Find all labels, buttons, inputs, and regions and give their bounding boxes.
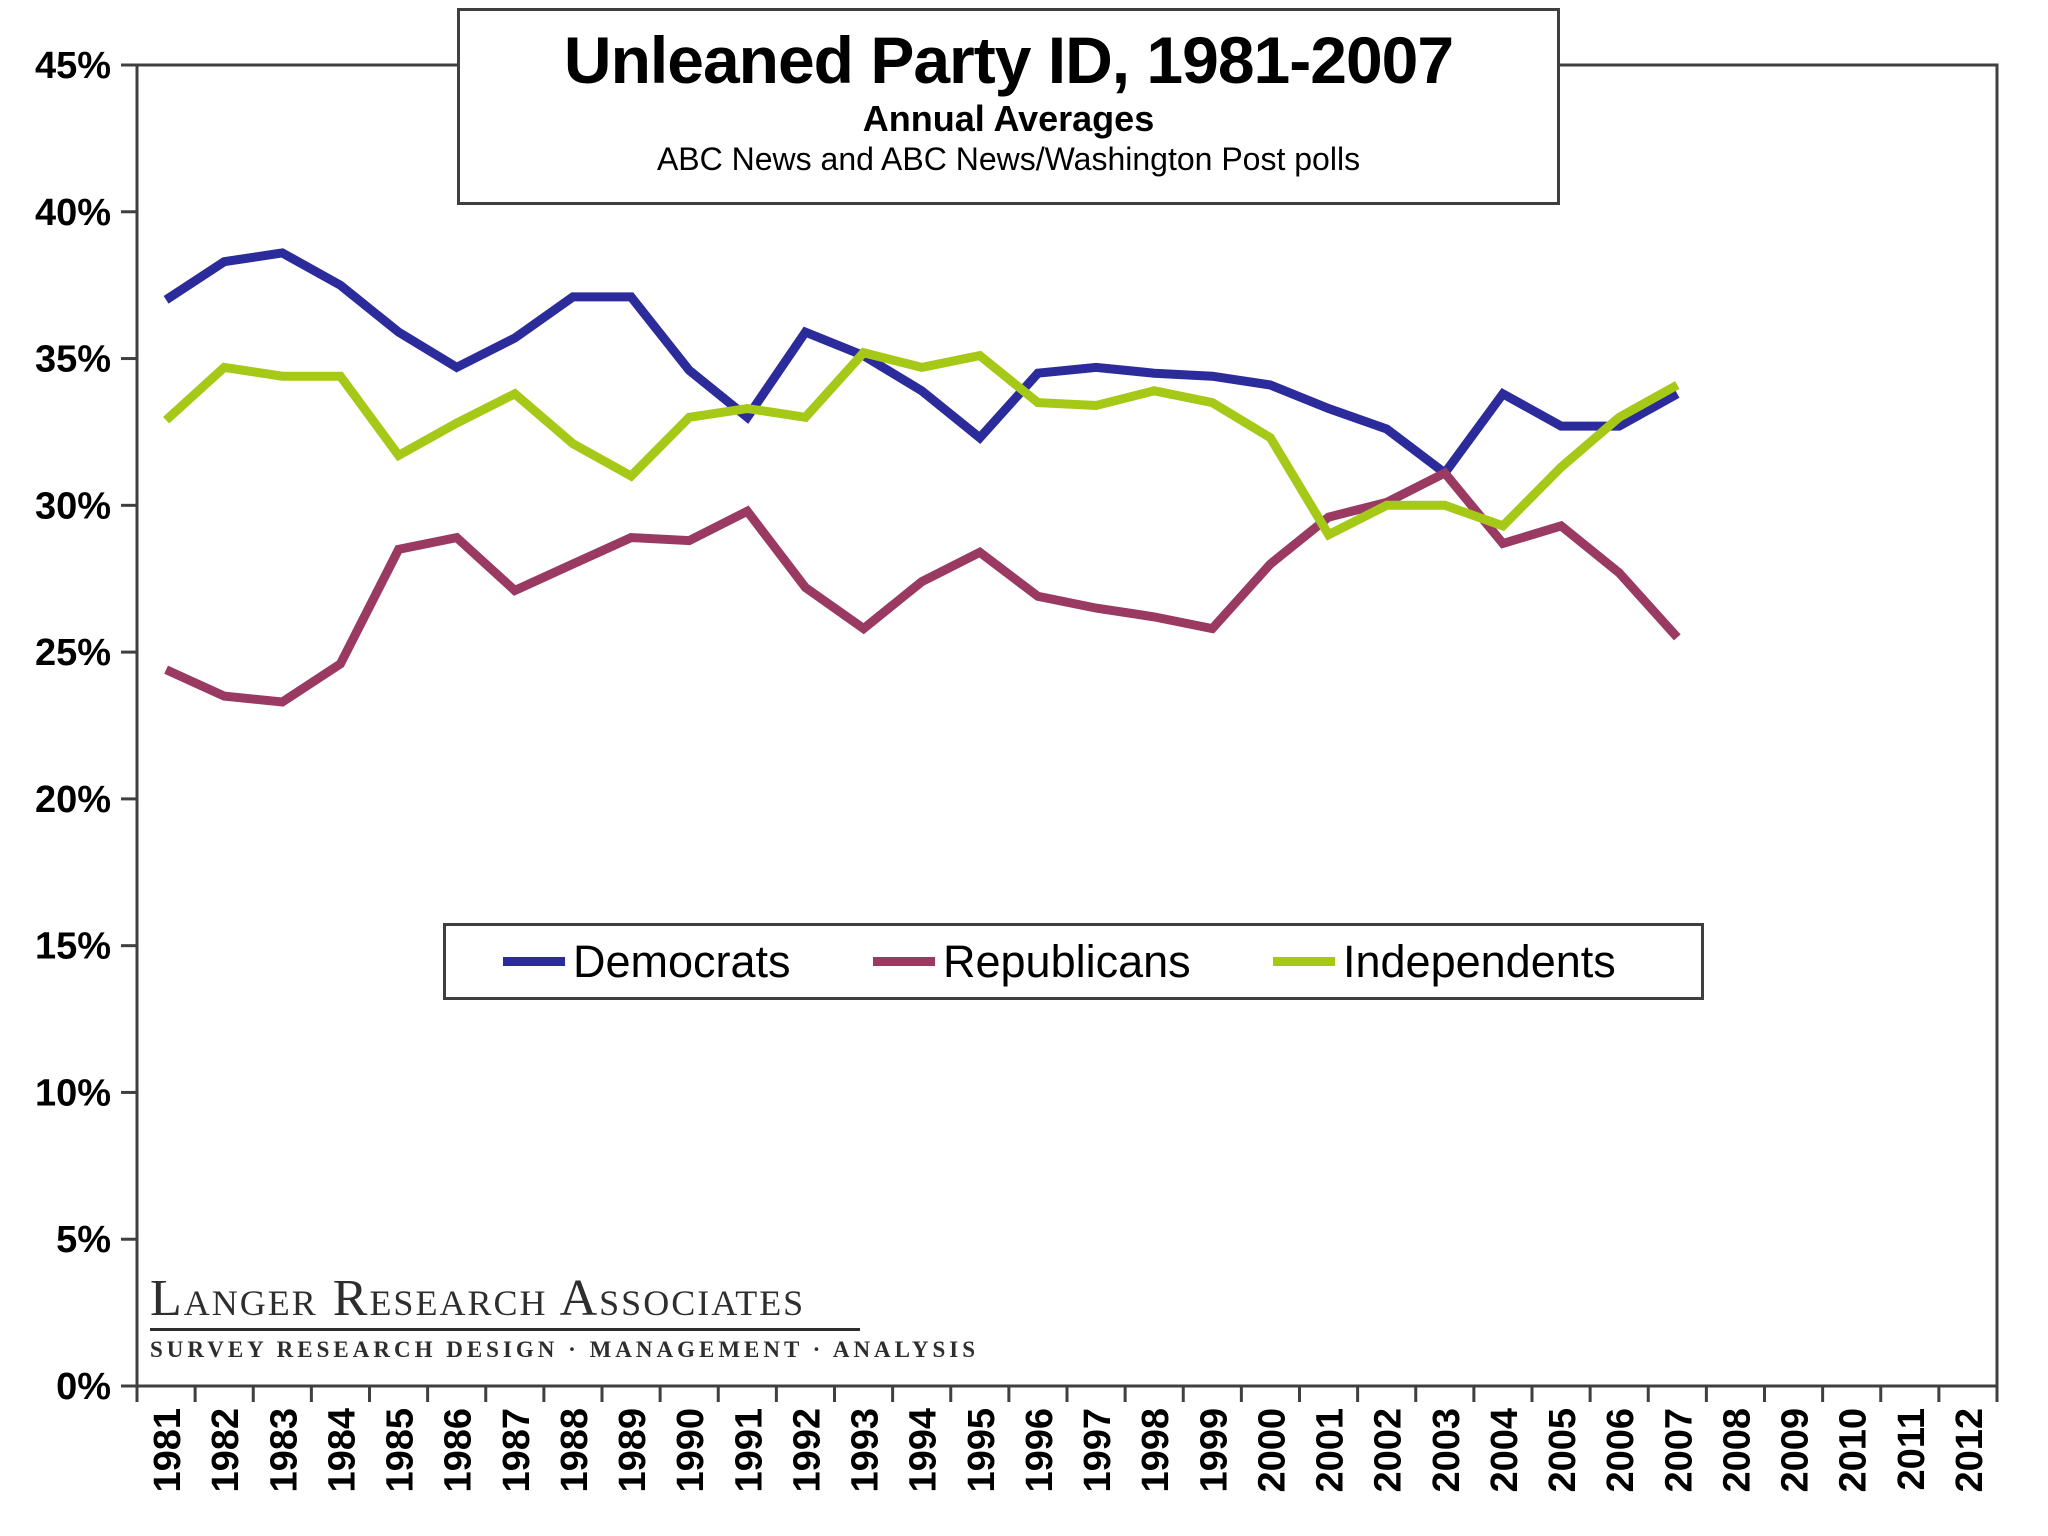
x-axis-label: 1986	[438, 1408, 480, 1493]
x-axis-label: 1989	[612, 1408, 654, 1493]
y-axis-label: 45%	[35, 45, 111, 87]
x-axis-label: 2000	[1251, 1408, 1293, 1493]
chart-source-note: ABC News and ABC News/Washington Post po…	[656, 141, 1361, 177]
chart-title: Unleaned Party ID, 1981-2007	[563, 23, 1454, 97]
x-axis-label: 1985	[380, 1408, 422, 1493]
x-axis-label: 2009	[1775, 1408, 1817, 1493]
logo-tagline: SURVEY RESEARCH DESIGN · MANAGEMENT · AN…	[150, 1337, 980, 1362]
y-axis-label: 5%	[56, 1219, 111, 1261]
series-line-democrats	[163, 248, 1680, 480]
x-axis-label: 2004	[1484, 1408, 1526, 1493]
x-axis-label: 1997	[1077, 1408, 1119, 1493]
x-axis-label: 2012	[1949, 1408, 1991, 1493]
series-line-republicans	[164, 467, 1681, 707]
democrats-line-swatch	[503, 957, 565, 966]
y-axis-label: 25%	[35, 632, 111, 674]
legend-entry-republicans: Republicans	[873, 926, 1191, 997]
y-axis-label: 0%	[56, 1366, 111, 1408]
x-axis-label: 1996	[1019, 1408, 1061, 1493]
x-axis-label: 2005	[1542, 1408, 1584, 1493]
x-axis-label: 2011	[1891, 1408, 1933, 1490]
x-axis-label: 1983	[263, 1408, 305, 1493]
logo-wordmark: Langer Research Associates	[150, 1270, 806, 1327]
legend-label-independents: Independents	[1343, 935, 1616, 987]
republicans-line-swatch	[873, 957, 935, 966]
x-axis-label: 2001	[1310, 1408, 1352, 1493]
x-axis-label: 1998	[1135, 1408, 1177, 1493]
y-axis-label: 15%	[35, 926, 111, 968]
x-axis-label: 2007	[1658, 1408, 1700, 1493]
y-axis-label: 30%	[35, 485, 111, 527]
x-axis-label: 1992	[786, 1408, 828, 1493]
x-axis-label: 1991	[728, 1408, 770, 1493]
x-axis-label: 1988	[554, 1408, 596, 1493]
chart-title-box: Unleaned Party ID, 1981-2007 Annual Aver…	[457, 8, 1560, 205]
independents-line-swatch	[1273, 957, 1335, 966]
x-axis-label: 1981	[147, 1408, 189, 1493]
y-axis-label: 35%	[35, 339, 111, 381]
legend-label-republicans: Republicans	[943, 935, 1191, 987]
legend-label-democrats: Democrats	[573, 935, 791, 987]
x-axis-label: 1990	[670, 1408, 712, 1493]
x-axis-label: 1982	[205, 1408, 247, 1493]
x-axis-label: 1987	[496, 1408, 538, 1493]
y-axis-label: 20%	[35, 779, 111, 821]
chart-subtitle: Annual Averages	[862, 98, 1155, 139]
y-axis-label: 10%	[35, 1072, 111, 1114]
x-axis-label: 2006	[1600, 1408, 1642, 1493]
x-axis-label: 1995	[961, 1408, 1003, 1493]
x-axis-label: 1993	[845, 1408, 887, 1493]
x-axis-label: 2003	[1426, 1408, 1468, 1493]
x-axis-label: 1999	[1193, 1408, 1235, 1493]
langer-research-logo: Langer Research Associates SURVEY RESEAR…	[150, 1270, 980, 1363]
plot-frame	[135, 63, 1999, 1388]
x-axis-label: 2002	[1368, 1408, 1410, 1493]
x-axis-label: 1994	[903, 1408, 945, 1493]
y-axis-label: 40%	[35, 192, 111, 234]
legend-entry-democrats: Democrats	[503, 926, 791, 997]
x-axis-label: 1984	[321, 1408, 363, 1493]
legend: Democrats Republicans Independents	[443, 923, 1704, 1000]
series-line-independents	[163, 347, 1680, 541]
x-axis-label: 2008	[1716, 1408, 1758, 1493]
logo-divider	[150, 1328, 860, 1331]
legend-entry-independents: Independents	[1273, 926, 1616, 997]
x-axis-label: 2010	[1833, 1408, 1875, 1493]
